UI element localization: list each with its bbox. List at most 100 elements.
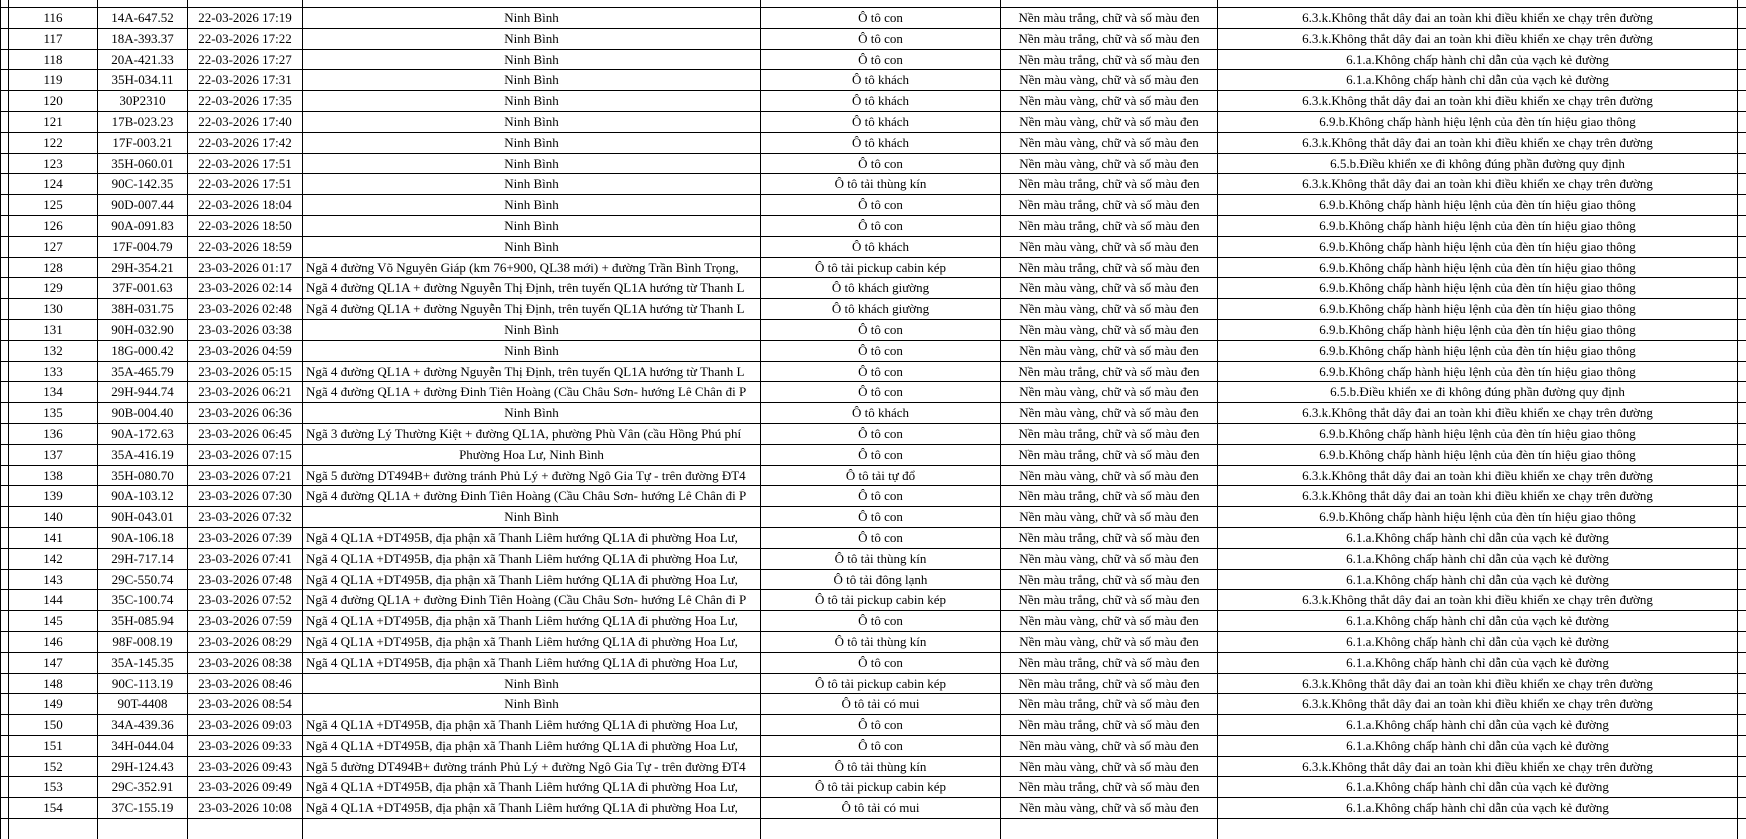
row-edge-cell bbox=[1738, 798, 1746, 819]
datetime-cell: 22-03-2026 18:04 bbox=[188, 195, 303, 216]
stt-cell: 120 bbox=[9, 91, 98, 112]
plate-cell: 35H-034.11 bbox=[98, 70, 188, 91]
row-edge-cell bbox=[1738, 236, 1746, 257]
datetime-cell: 22-03-2026 17:42 bbox=[188, 132, 303, 153]
stt-cell: 117 bbox=[9, 28, 98, 49]
row-edge-cell bbox=[1, 819, 9, 839]
stt-cell: 135 bbox=[9, 403, 98, 424]
vehicle-cell: Ô tô con bbox=[761, 382, 1001, 403]
row-edge-cell bbox=[1, 361, 9, 382]
stt-cell: 152 bbox=[9, 756, 98, 777]
row-edge-cell bbox=[1738, 8, 1746, 29]
location-cell: Phường Hoa Lư, Ninh Bình bbox=[303, 444, 761, 465]
stt-cell: 147 bbox=[9, 652, 98, 673]
stt-cell: 118 bbox=[9, 49, 98, 70]
plate-cell: 17B-023.23 bbox=[98, 111, 188, 132]
row-edge-cell bbox=[1, 0, 9, 8]
datetime-cell: 23-03-2026 09:43 bbox=[188, 756, 303, 777]
plate-color-cell: Nền màu vàng, chữ và số màu đen bbox=[1001, 340, 1218, 361]
location-cell: Ninh Bình bbox=[303, 70, 761, 91]
stt-cell: 151 bbox=[9, 735, 98, 756]
row-edge-cell bbox=[1, 756, 9, 777]
violation-cell: 6.3.k.Không thắt dây đai an toàn khi điề… bbox=[1218, 486, 1738, 507]
location-cell: Ninh Bình bbox=[303, 673, 761, 694]
plate-cell: 35A-465.79 bbox=[98, 361, 188, 382]
row-edge-cell bbox=[1738, 299, 1746, 320]
row-edge-cell bbox=[1738, 49, 1746, 70]
violation-cell: 6.9.b.Không chấp hành hiệu lệnh của đèn … bbox=[1218, 319, 1738, 340]
datetime-cell: 22-03-2026 17:31 bbox=[188, 70, 303, 91]
vehicle-cell bbox=[761, 819, 1001, 839]
row-edge-cell bbox=[1738, 548, 1746, 569]
location-cell: Ngã 4 đường QL1A + đường Đinh Tiên Hoàng… bbox=[303, 486, 761, 507]
location-cell: Ngã 5 đường DT494B+ đường tránh Phủ Lý +… bbox=[303, 756, 761, 777]
vehicle-cell: Ô tô tải thùng kín bbox=[761, 631, 1001, 652]
stt-cell: 146 bbox=[9, 631, 98, 652]
violation-cell: 6.9.b.Không chấp hành hiệu lệnh của đèn … bbox=[1218, 299, 1738, 320]
stt-cell: 127 bbox=[9, 236, 98, 257]
row-edge-cell bbox=[1738, 174, 1746, 195]
vehicle-cell: Ô tô con bbox=[761, 527, 1001, 548]
datetime-cell: 23-03-2026 08:29 bbox=[188, 631, 303, 652]
plate-color-cell: Nền màu trắng, chữ và số màu đen bbox=[1001, 423, 1218, 444]
datetime-cell: 23-03-2026 07:39 bbox=[188, 527, 303, 548]
plate-cell: 29H-354.21 bbox=[98, 257, 188, 278]
row-edge-cell bbox=[1738, 569, 1746, 590]
plate-color-cell: Nền màu trắng, chữ và số màu đen bbox=[1001, 257, 1218, 278]
plate-color-cell: Nền màu vàng, chữ và số màu đen bbox=[1001, 319, 1218, 340]
row-edge-cell bbox=[1738, 694, 1746, 715]
violation-cell: 6.1.a.Không chấp hành chỉ dẫn của vạch k… bbox=[1218, 569, 1738, 590]
plate-cell: 90A-103.12 bbox=[98, 486, 188, 507]
row-edge-cell bbox=[1, 486, 9, 507]
datetime-cell: 23-03-2026 07:30 bbox=[188, 486, 303, 507]
location-cell: Ngã 3 đường Lý Thường Kiệt + đường QL1A,… bbox=[303, 423, 761, 444]
plate-color-cell: Nền màu trắng, chữ và số màu đen bbox=[1001, 777, 1218, 798]
plate-cell: 90B-004.40 bbox=[98, 403, 188, 424]
stt-cell: 129 bbox=[9, 278, 98, 299]
vehicle-cell: Ô tô khách bbox=[761, 70, 1001, 91]
stt-cell: 122 bbox=[9, 132, 98, 153]
vehicle-cell: Ô tô con bbox=[761, 652, 1001, 673]
plate-cell: 34A-439.36 bbox=[98, 715, 188, 736]
row-edge-cell bbox=[1, 777, 9, 798]
plate-cell: 90C-142.35 bbox=[98, 174, 188, 195]
datetime-cell: 22-03-2026 17:51 bbox=[188, 153, 303, 174]
datetime-cell: 23-03-2026 07:48 bbox=[188, 569, 303, 590]
vehicle-cell: Ô tô tải pickup cabin kép bbox=[761, 673, 1001, 694]
plate-color-cell: Nền màu trắng, chữ và số màu đen bbox=[1001, 527, 1218, 548]
plate-color-cell: Nền màu vàng, chữ và số màu đen bbox=[1001, 403, 1218, 424]
violation-cell: 6.9.b.Không chấp hành hiệu lệnh của đèn … bbox=[1218, 111, 1738, 132]
row-edge-cell bbox=[1738, 465, 1746, 486]
vehicle-cell: Ô tô khách bbox=[761, 111, 1001, 132]
plate-cell: 90A-172.63 bbox=[98, 423, 188, 444]
location-cell: Ninh Bình bbox=[303, 215, 761, 236]
row-edge-cell bbox=[1, 403, 9, 424]
stt-cell: 149 bbox=[9, 694, 98, 715]
plate-cell: 90H-043.01 bbox=[98, 507, 188, 528]
row-edge-cell bbox=[1, 631, 9, 652]
vehicle-cell: Ô tô tải thùng kín bbox=[761, 548, 1001, 569]
stt-cell: 128 bbox=[9, 257, 98, 278]
stt-cell: 140 bbox=[9, 507, 98, 528]
row-edge-cell bbox=[1, 91, 9, 112]
violation-cell: 6.3.k.Không thắt dây đai an toàn khi điề… bbox=[1218, 673, 1738, 694]
plate-cell: 35H-060.01 bbox=[98, 153, 188, 174]
plate-cell: 17F-004.79 bbox=[98, 236, 188, 257]
location-cell: Ngã 4 đường QL1A + đường Nguyễn Thị Định… bbox=[303, 299, 761, 320]
plate-cell: 35A-416.19 bbox=[98, 444, 188, 465]
plate-color-cell: Nền màu vàng, chữ và số màu đen bbox=[1001, 382, 1218, 403]
